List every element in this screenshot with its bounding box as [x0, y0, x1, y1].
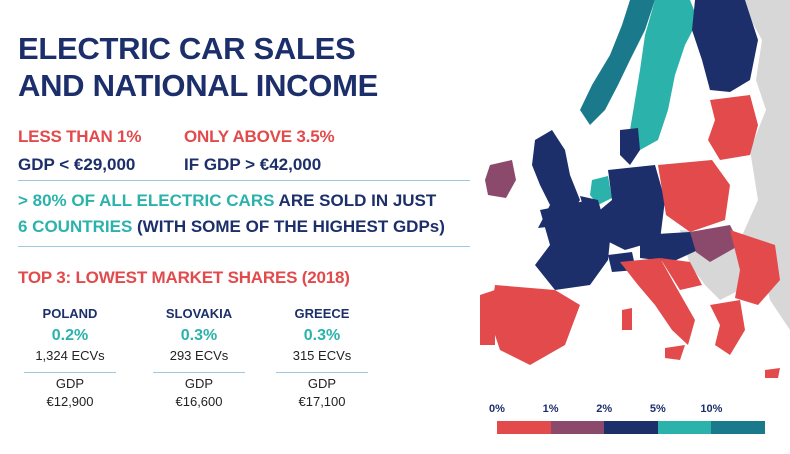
stat-label: LESS THAN 1% — [18, 127, 142, 146]
legend-tick: 2% — [596, 403, 613, 415]
legend-swatch — [550, 421, 605, 434]
title-line-2: AND NATIONAL INCOME — [18, 68, 378, 103]
stat-low-income: LESS THAN 1% GDP < €29,000 — [18, 125, 141, 177]
share-mid: ARE SOLD IN JUST — [274, 191, 437, 210]
map-greece — [710, 300, 745, 355]
map-ireland — [485, 160, 516, 198]
map-sweden — [630, 0, 698, 150]
country-share: 0.2% — [51, 327, 89, 344]
map-central — [640, 232, 698, 262]
map-norway — [580, 0, 655, 125]
top3-heading: TOP 3: LOWEST MARKET SHARES (2018) — [18, 268, 350, 287]
share-highlight-2: 6 COUNTRIES — [18, 217, 133, 236]
country-name: POLAND — [42, 306, 98, 321]
map-sardinia — [622, 308, 632, 330]
gdp-value: €16,600 — [175, 394, 223, 409]
country-ecvs: 315 ECVs — [292, 348, 352, 363]
country-ecvs: 1,324 ECVs — [35, 348, 105, 363]
legend-ticks: 0% 1% 2% 5% 10% — [489, 403, 765, 417]
country-name: GREECE — [294, 306, 350, 321]
legend-tick: 0% — [489, 403, 505, 415]
market-share-statement: > 80% OF ALL ELECTRIC CARS ARE SOLD IN J… — [18, 188, 478, 240]
divider — [18, 180, 470, 181]
europe-map — [480, 0, 790, 378]
map-france — [535, 200, 612, 290]
country-card-poland: POLAND 0.2% 1,324 ECVs GDP €12,900 — [18, 306, 122, 410]
legend-tick: 1% — [542, 403, 559, 415]
map-baltics — [708, 95, 758, 160]
map-netherlands — [590, 176, 612, 205]
card-divider — [153, 372, 245, 373]
share-highlight: > 80% OF ALL ELECTRIC CARS — [18, 191, 275, 210]
country-share: 0.3% — [180, 327, 218, 344]
map-romania — [730, 230, 780, 305]
infographic-title: ELECTRIC CAR SALES AND NATIONAL INCOME — [18, 30, 438, 104]
gdp-label: GDP — [184, 376, 214, 391]
map-spain — [490, 285, 580, 365]
map-benelux — [580, 196, 602, 216]
legend-tick: 10% — [700, 403, 723, 415]
stat-high-income: ONLY ABOVE 3.5% IF GDP > €42,000 — [184, 125, 335, 177]
legend-swatch — [657, 421, 712, 434]
country-name: SLOVAKIA — [165, 306, 233, 321]
stat-value: IF GDP > €42,000 — [184, 155, 322, 174]
stat-label: ONLY ABOVE 3.5% — [184, 127, 335, 146]
legend-bar — [497, 421, 765, 434]
gdp-label: GDP — [307, 376, 337, 391]
map-denmark — [620, 128, 640, 165]
card-divider — [24, 372, 116, 373]
gdp-label: GDP — [55, 376, 85, 391]
legend-swatch — [497, 421, 551, 434]
divider — [18, 246, 470, 247]
gdp-value: €17,100 — [298, 394, 346, 409]
color-legend: 0% 1% 2% 5% 10% — [489, 403, 765, 434]
card-divider — [276, 372, 368, 373]
legend-swatch — [604, 421, 658, 434]
country-card-greece: GREECE 0.3% 315 ECVs GDP €17,100 — [270, 306, 374, 410]
map-croatia — [660, 258, 702, 290]
legend-swatch — [711, 421, 765, 434]
map-poland — [658, 160, 730, 232]
map-uk — [532, 130, 580, 228]
country-share: 0.3% — [303, 327, 341, 344]
title-line-1: ELECTRIC CAR SALES — [18, 31, 356, 66]
map-cyprus — [765, 368, 780, 378]
map-hungary — [690, 225, 740, 262]
country-ecvs: 293 ECVs — [169, 348, 229, 363]
map-germany — [600, 165, 665, 250]
legend-tick: 5% — [649, 403, 666, 415]
gdp-value: €12,900 — [46, 394, 94, 409]
map-portugal — [480, 290, 495, 345]
stat-value: GDP < €29,000 — [18, 155, 136, 174]
country-card-slovakia: SLOVAKIA 0.3% 293 ECVs GDP €16,600 — [147, 306, 251, 410]
map-finland — [692, 0, 758, 92]
share-rest: (WITH SOME OF THE HIGHEST GDPs) — [132, 217, 445, 236]
map-italy — [620, 258, 695, 345]
map-sicily — [665, 345, 685, 360]
